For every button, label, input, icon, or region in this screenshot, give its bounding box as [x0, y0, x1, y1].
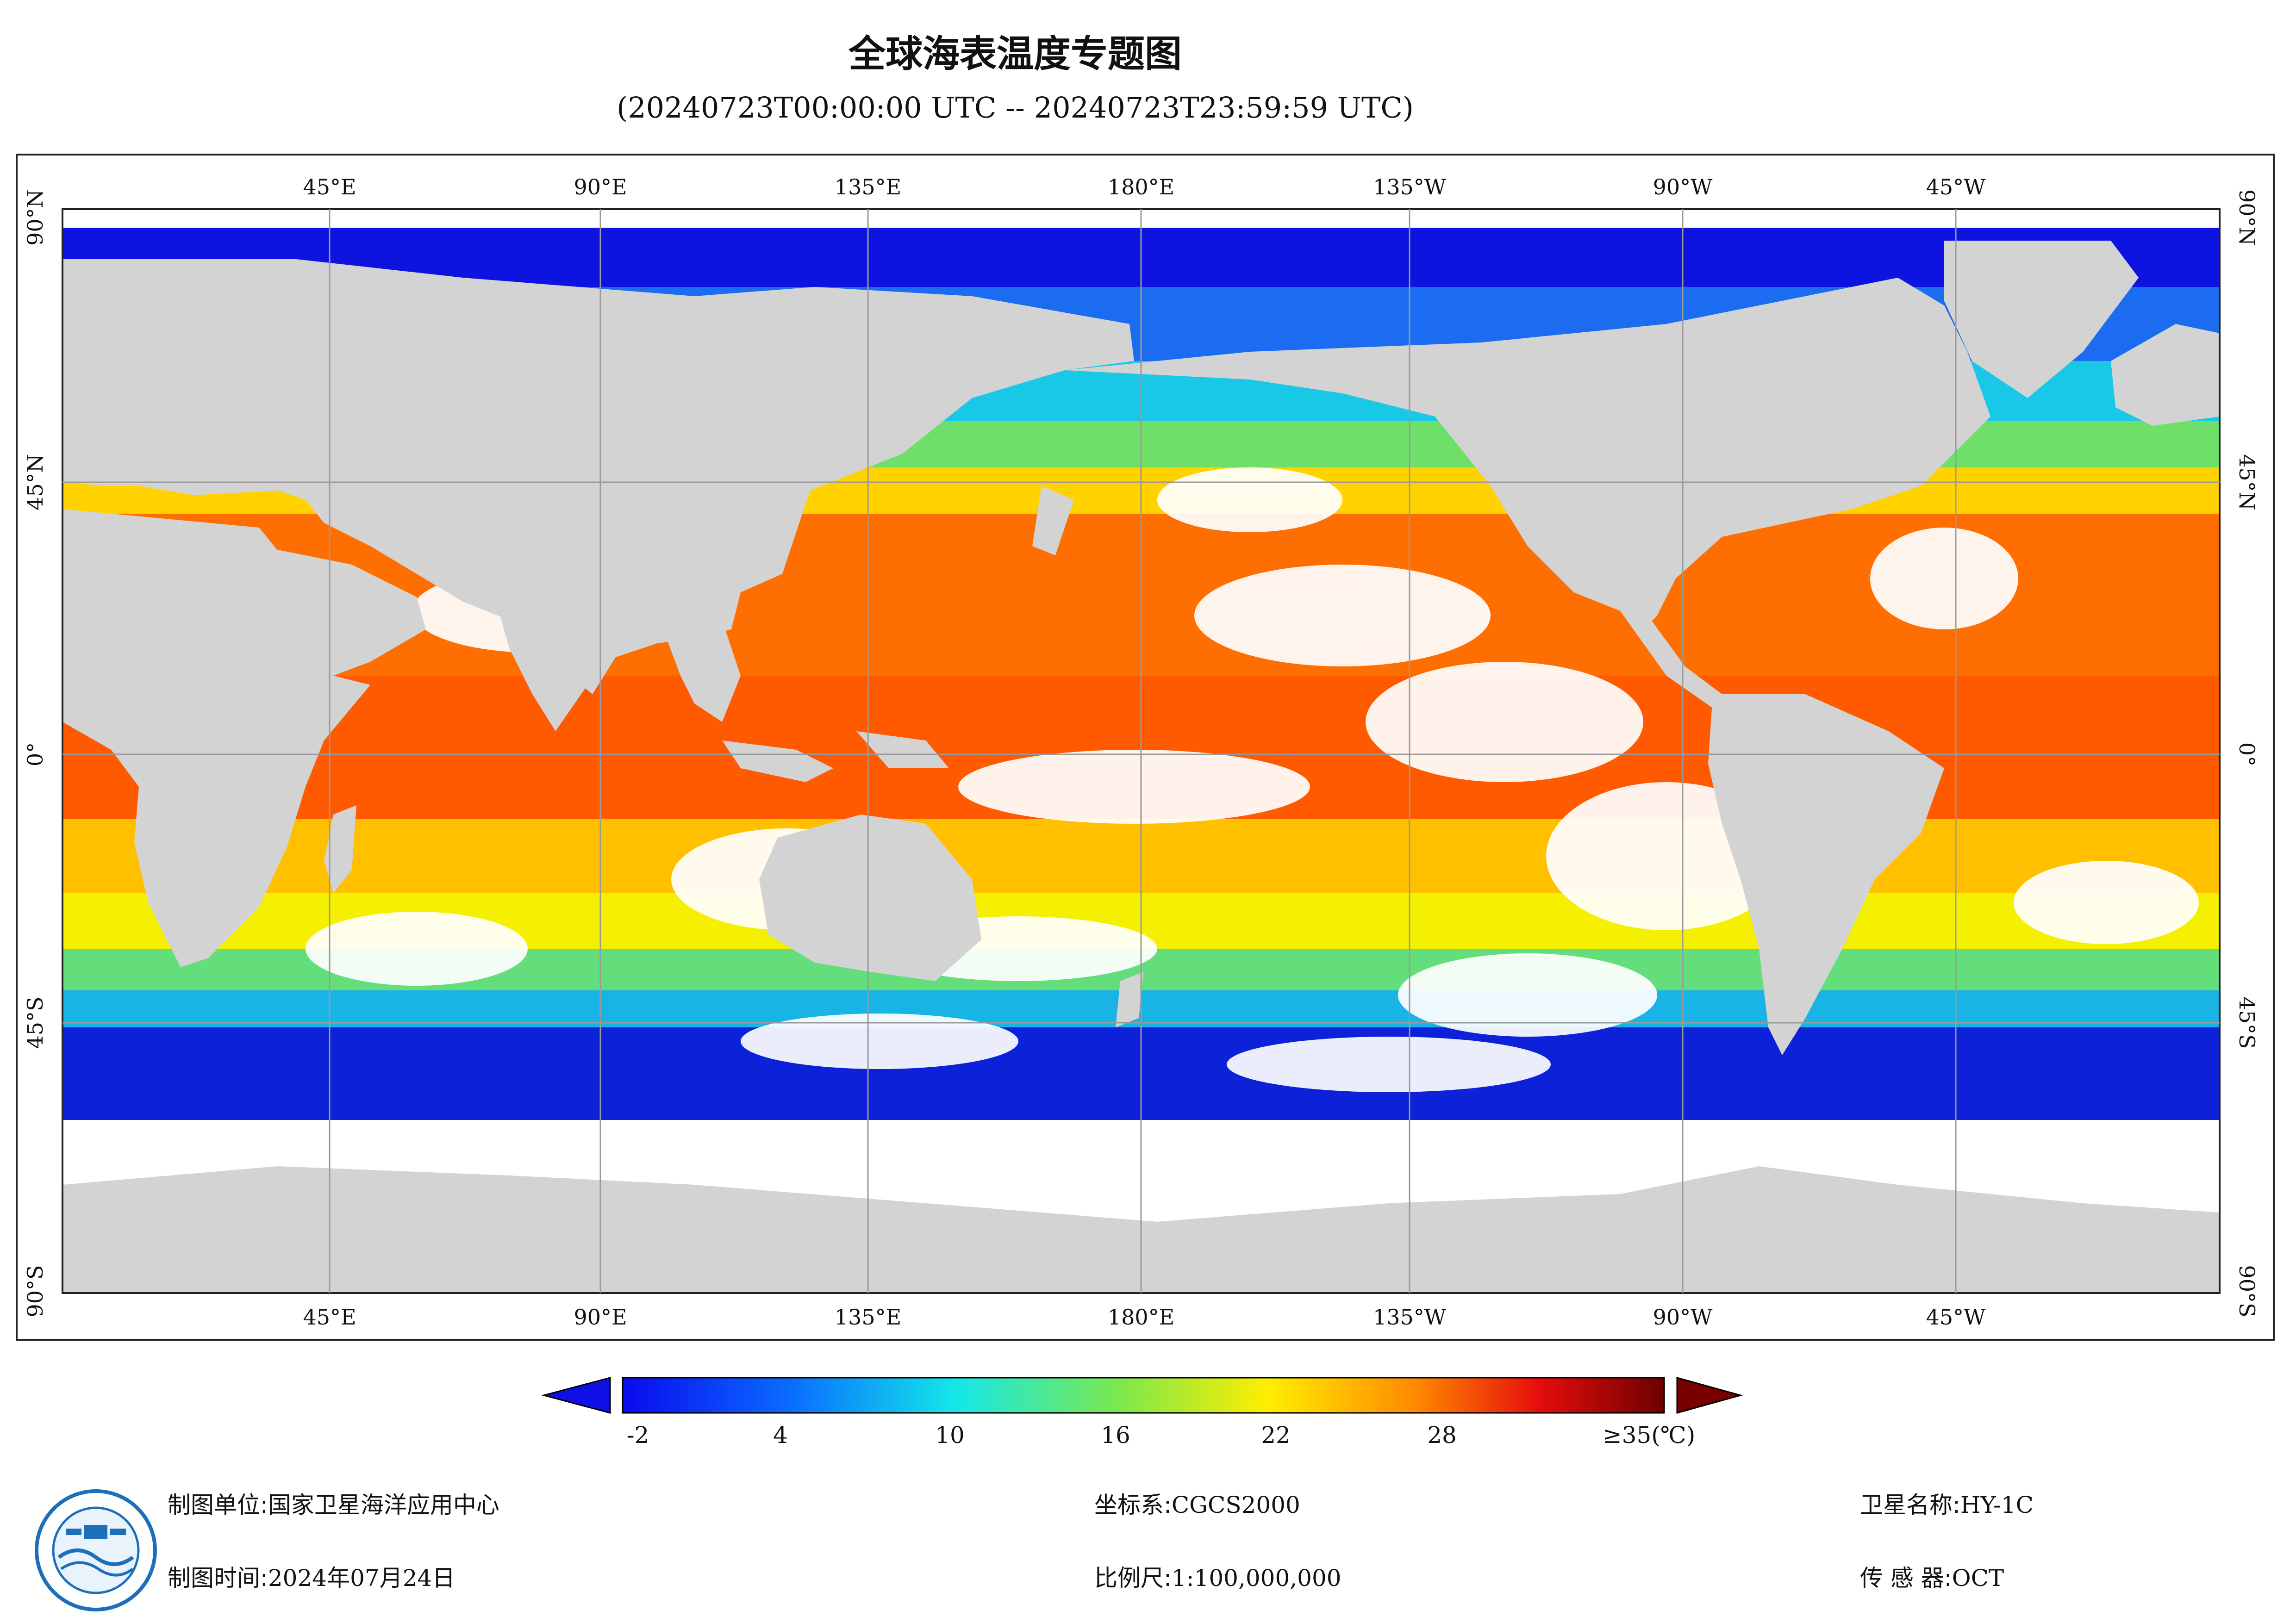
- footer-sensor-value: OCT: [1952, 1565, 2004, 1592]
- right-lat-label: 90°S: [2234, 1265, 2259, 1317]
- bottom-lon-label: 180°E: [1108, 1305, 1174, 1330]
- right-lat-label: 45°S: [2234, 996, 2259, 1049]
- footer-org: 制图单位:国家卫星海洋应用中心: [168, 1486, 499, 1520]
- top-lon-label: 90°E: [574, 174, 627, 199]
- bottom-lon-label: 45°W: [1926, 1305, 1986, 1330]
- footer-time-key: 制图时间:: [168, 1565, 268, 1592]
- right-lat-labels: 90°N 45°N 0° 45°S 90°S: [2234, 189, 2259, 1317]
- map-frame: [16, 154, 2275, 1341]
- colorbar-over-arrow: [1676, 1377, 1743, 1414]
- footer-satellite: 卫星名称:HY-1C: [1860, 1486, 2034, 1520]
- footer-scale: 比例尺:1:100,000,000: [1094, 1560, 1341, 1593]
- nsoas-logo-icon: [35, 1489, 157, 1611]
- footer-sensor: 传 感 器:OCT: [1860, 1560, 2004, 1593]
- footer-satellite-key: 卫星名称:: [1860, 1492, 1960, 1518]
- bottom-lon-labels: 45°E 90°E 135°E 180°E 135°W 90°W 45°W: [303, 1305, 1986, 1330]
- colorbar-under-arrow: [541, 1377, 611, 1414]
- colorbar-label: 16: [1101, 1422, 1130, 1449]
- right-lat-label: 0°: [2234, 742, 2259, 766]
- footer-scale-value: 1:100,000,000: [1171, 1565, 1341, 1592]
- colorbar-label: 22: [1261, 1422, 1291, 1449]
- bottom-lon-label: 135°W: [1373, 1305, 1447, 1330]
- left-lat-label: 45°S: [23, 996, 48, 1049]
- footer-crs-value: CGCS2000: [1171, 1492, 1300, 1518]
- colorbar-label: 4: [773, 1422, 788, 1449]
- page-title: 全球海表温度专题图: [849, 32, 1182, 75]
- left-lat-label: 90°S: [23, 1265, 48, 1317]
- footer-sensor-key: 传 感 器:: [1860, 1565, 1952, 1592]
- top-lon-label: 135°E: [835, 174, 901, 199]
- footer-org-key: 制图单位:: [168, 1492, 268, 1518]
- right-lat-label: 45°N: [2234, 454, 2259, 510]
- footer-satellite-value: HY-1C: [1960, 1492, 2034, 1518]
- left-lat-labels: 90°N 45°N 0° 45°S 90°S: [23, 189, 48, 1317]
- footer-time-value: 2024年07月24日: [268, 1565, 455, 1592]
- bottom-lon-label: 90°W: [1653, 1305, 1713, 1330]
- top-lon-label: 45°W: [1926, 174, 1986, 199]
- time-range-subtitle: (20240723T00:00:00 UTC -- 20240723T23:59…: [617, 91, 1414, 124]
- footer-org-value: 国家卫星海洋应用中心: [268, 1492, 499, 1518]
- left-lat-label: 0°: [23, 742, 48, 766]
- colorbar-label: ≥35(℃): [1602, 1422, 1696, 1449]
- footer-crs: 坐标系:CGCS2000: [1094, 1486, 1300, 1520]
- top-lon-label: 45°E: [303, 174, 356, 199]
- bottom-lon-label: 135°E: [835, 1305, 901, 1330]
- right-lat-label: 90°N: [2234, 189, 2259, 246]
- colorbar: [541, 1377, 1743, 1414]
- colorbar-label: 28: [1427, 1422, 1457, 1449]
- bottom-lon-label: 90°E: [574, 1305, 627, 1330]
- colorbar-label: -2: [626, 1422, 649, 1449]
- top-lon-labels: 45°E 90°E 135°E 180°E 135°W 90°W 45°W: [303, 174, 1986, 199]
- graticule: [62, 209, 2220, 1293]
- footer-time: 制图时间:2024年07月24日: [168, 1560, 455, 1593]
- left-lat-label: 45°N: [23, 454, 48, 510]
- colorbar-ramp: [622, 1377, 1665, 1414]
- top-lon-label: 135°W: [1373, 174, 1447, 199]
- colorbar-label: 10: [935, 1422, 965, 1449]
- footer-crs-key: 坐标系:: [1094, 1492, 1172, 1518]
- left-lat-label: 90°N: [23, 189, 48, 246]
- top-lon-label: 180°E: [1108, 174, 1174, 199]
- footer-scale-key: 比例尺:: [1094, 1565, 1172, 1592]
- top-lon-label: 90°W: [1653, 174, 1713, 199]
- bottom-lon-label: 45°E: [303, 1305, 356, 1330]
